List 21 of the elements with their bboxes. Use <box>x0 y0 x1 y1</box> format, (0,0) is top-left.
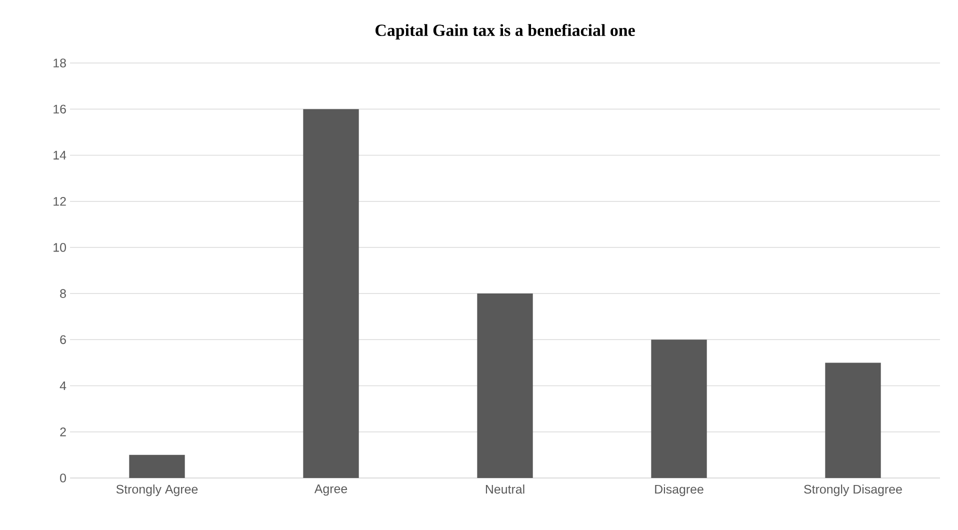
y-tick-label: 14 <box>54 150 66 160</box>
y-tick-label: 12 <box>54 196 66 206</box>
bar <box>825 362 881 478</box>
bar <box>129 454 185 478</box>
x-tick-label: Agree <box>314 484 348 496</box>
x-tick-label: Strongly Disagree <box>804 484 902 496</box>
x-tick-label: Disagree <box>655 484 704 496</box>
y-tick-label: 10 <box>54 243 66 252</box>
bar <box>651 340 707 478</box>
y-tick-label: 8 <box>60 289 66 298</box>
y-tick-label: 4 <box>60 381 66 390</box>
x-tick-label: Strongly Agree <box>116 484 198 496</box>
y-tick-label: 18 <box>54 58 66 68</box>
y-tick-label: 16 <box>54 104 66 114</box>
y-tick-label: 6 <box>60 335 66 344</box>
bar <box>477 294 533 478</box>
y-tick-label: 2 <box>60 428 66 436</box>
y-tick-label: 0 <box>60 474 66 482</box>
chart-title: Capital Gain tax is a benefiacial one <box>376 24 635 40</box>
x-tick-label: Neutral <box>486 484 524 494</box>
bar <box>303 109 359 478</box>
